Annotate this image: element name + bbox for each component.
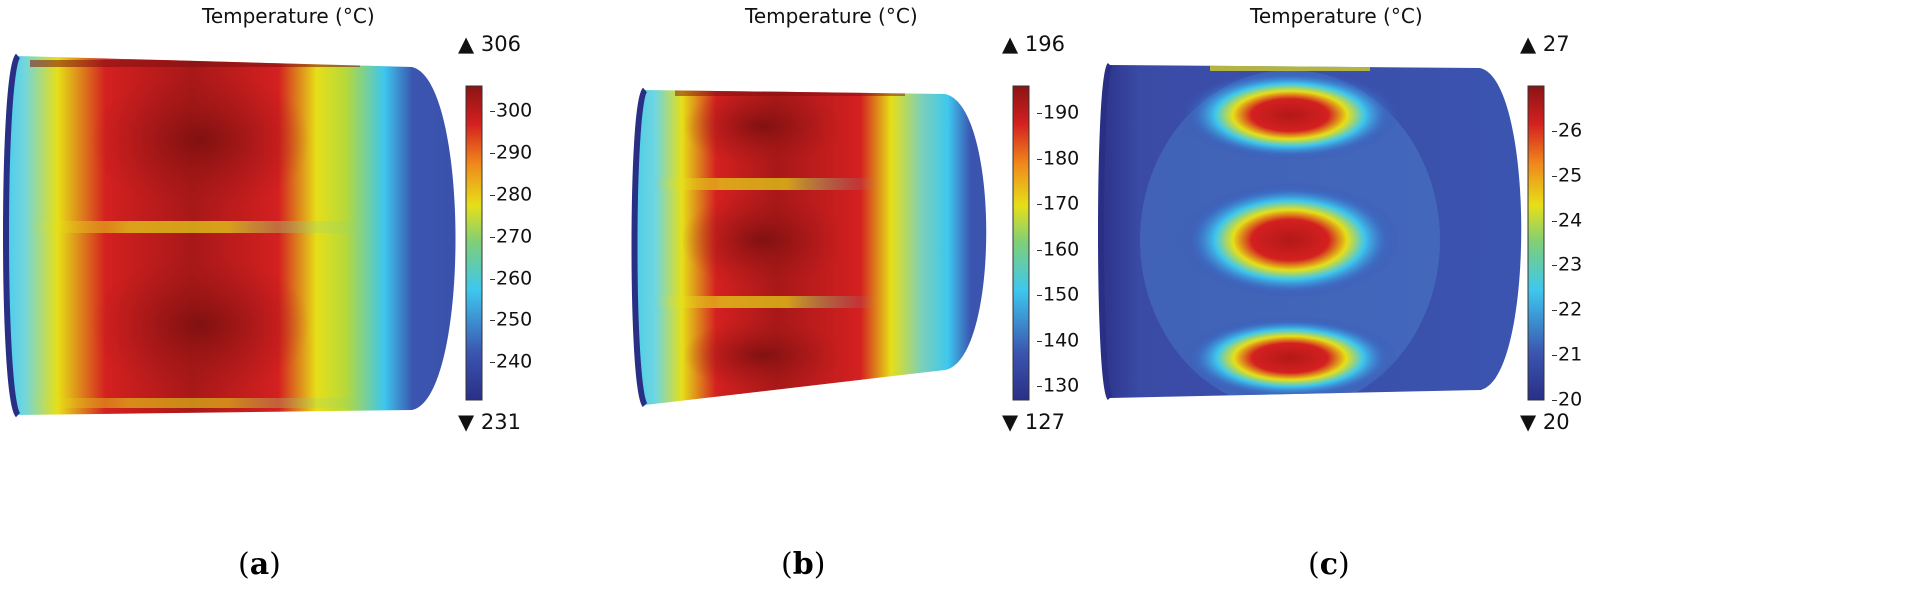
colorbar-tick-label: 180	[1043, 147, 1080, 170]
panel-b-colorbar-min: ▼ 127	[1002, 410, 1065, 434]
min-triangle-icon: ▼	[458, 410, 475, 434]
panel-a-title: Temperature (°C)	[202, 4, 375, 28]
colorbar-tick-mark	[490, 278, 495, 280]
colorbar-tick-mark	[1037, 204, 1042, 206]
colorbar-tick-mark	[490, 111, 495, 113]
colorbar-tick-label: 170	[1043, 192, 1080, 215]
colorbar-tick-mark	[1552, 175, 1557, 177]
colorbar-tick-mark	[1037, 158, 1042, 160]
colorbar-tick-mark	[1552, 220, 1557, 222]
colorbar-tick-mark	[1552, 355, 1557, 357]
colorbar-tick-label: 21	[1558, 343, 1583, 366]
max-triangle-icon: ▲	[458, 32, 475, 56]
max-triangle-icon: ▲	[1520, 32, 1537, 56]
colorbar-tick-mark	[1037, 113, 1042, 115]
colorbar-tick-mark	[1552, 310, 1557, 312]
min-triangle-icon: ▼	[1520, 410, 1537, 434]
colorbar-tick-mark	[490, 236, 495, 238]
panel-c: Temperature (°C)	[1098, 0, 1905, 593]
panel-b-colorbar	[1012, 85, 1030, 401]
panel-c-colorbar-max: ▲ 27	[1520, 32, 1570, 56]
colorbar-tick-label: 160	[1043, 238, 1080, 261]
colorbar-tick-label: 250	[496, 308, 533, 331]
min-triangle-icon: ▼	[1002, 410, 1019, 434]
colorbar-tick-label: 190	[1043, 101, 1080, 124]
colorbar-tick-mark	[1552, 400, 1557, 401]
panel-a-cylinder-plot	[3, 53, 456, 418]
colorbar-tick-mark	[1552, 265, 1557, 267]
colorbar-tick-label: 260	[496, 267, 533, 290]
colorbar-tick-label: 280	[496, 183, 533, 206]
colorbar-tick-label: 20	[1558, 388, 1583, 411]
panel-c-colorbar	[1527, 85, 1545, 401]
panel-a-colorbar	[465, 85, 483, 401]
colorbar-tick-mark	[1552, 130, 1557, 132]
panel-a-label: (a)	[238, 547, 281, 582]
panel-b-label: (b)	[781, 547, 826, 582]
colorbar-tick-label: 26	[1558, 119, 1583, 142]
colorbar-tick-label: 25	[1558, 164, 1583, 187]
max-triangle-icon: ▲	[1002, 32, 1019, 56]
panel-b: Temperature (°C)	[631, 0, 1270, 593]
panel-a-colorbar-max: ▲ 306	[458, 32, 521, 56]
colorbar-tick-label: 290	[496, 141, 533, 164]
colorbar-tick-mark	[1037, 295, 1042, 297]
panel-c-title: Temperature (°C)	[1250, 4, 1423, 28]
colorbar-tick-label: 22	[1558, 298, 1583, 321]
colorbar-tick-mark	[1037, 340, 1042, 342]
colorbar-tick-mark	[1037, 249, 1042, 251]
colorbar-tick-label: 300	[496, 99, 533, 122]
colorbar-tick-mark	[1037, 386, 1042, 388]
panel-b-title: Temperature (°C)	[745, 4, 918, 28]
colorbar-tick-mark	[490, 152, 495, 154]
panel-a-colorbar-min: ▼ 231	[458, 410, 521, 434]
panel-c-label: (c)	[1308, 547, 1350, 582]
panel-a: Temperature (°C)	[0, 0, 635, 593]
panel-b-cylinder-plot	[631, 87, 987, 408]
colorbar-tick-label: 140	[1043, 329, 1080, 352]
colorbar-tick-label: 23	[1558, 253, 1583, 276]
panel-c-colorbar-min: ▼ 20	[1520, 410, 1570, 434]
colorbar-tick-label: 270	[496, 225, 533, 248]
colorbar-tick-mark	[490, 320, 495, 322]
panel-b-colorbar-max: ▲ 196	[1002, 32, 1065, 56]
colorbar-tick-mark	[490, 362, 495, 364]
colorbar-tick-label: 150	[1043, 283, 1080, 306]
colorbar-tick-label: 130	[1043, 374, 1080, 397]
colorbar-tick-mark	[490, 194, 495, 196]
colorbar-tick-label: 24	[1558, 209, 1583, 232]
colorbar-tick-label: 240	[496, 350, 533, 373]
panel-c-cylinder-plot	[1098, 62, 1522, 401]
